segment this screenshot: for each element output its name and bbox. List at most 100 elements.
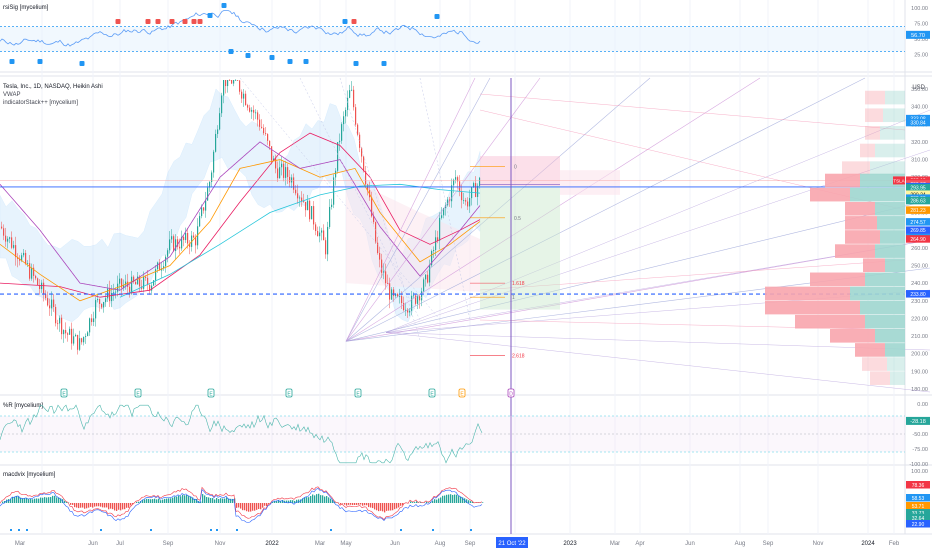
rsi-overbought-marker	[115, 19, 121, 24]
candle-body	[185, 232, 187, 241]
volume-profile-sell	[810, 187, 850, 202]
time-axis-label: Sep	[465, 541, 476, 547]
candle-body	[123, 285, 125, 288]
symbol-badge[interactable]	[893, 176, 905, 185]
macd-bar	[204, 495, 206, 503]
rsi-line	[0, 10, 481, 47]
candle-body	[303, 201, 305, 203]
rsi-signal-marker	[207, 13, 213, 18]
gann-fan-line	[345, 77, 491, 342]
macd-bar	[322, 495, 324, 503]
price-scale-label: 350.00	[911, 87, 928, 93]
price-badge	[906, 235, 930, 243]
candle-body	[431, 250, 433, 266]
volume-profile-sell	[830, 329, 875, 343]
position-stop-zone[interactable]	[480, 156, 560, 187]
earnings-marker[interactable]	[60, 388, 68, 398]
volume-profile-buy	[890, 371, 905, 385]
candle-body	[101, 303, 103, 308]
candle-body	[15, 245, 17, 258]
rsi-signal-marker	[9, 59, 15, 64]
candle-body	[233, 80, 235, 84]
candle-body	[381, 259, 383, 273]
macd-signal-dot	[18, 529, 20, 531]
fib-label: 2.618	[512, 353, 525, 359]
candle-body	[171, 236, 173, 240]
macd-bar	[482, 502, 484, 503]
macd-bar	[398, 503, 400, 508]
price-badge	[906, 226, 930, 234]
gann-fan-line	[345, 239, 931, 342]
macd-bar	[88, 503, 90, 508]
macd-bar	[226, 497, 228, 503]
candle-body	[261, 126, 263, 128]
macd-bar	[34, 498, 36, 503]
ma-50-line	[0, 159, 481, 302]
price-scale-label: 190.00	[911, 369, 928, 375]
price-badge-label: 274.57	[910, 220, 926, 226]
macd-bar	[78, 503, 80, 509]
candle-body	[33, 267, 35, 276]
candle-body	[9, 237, 11, 239]
trend-line	[299, 77, 421, 321]
price-badge-label: 269.85	[910, 228, 926, 234]
position-target-zone[interactable]	[480, 186, 560, 310]
candle-body	[257, 112, 259, 120]
earnings-marker[interactable]	[428, 388, 436, 398]
candle-body	[319, 232, 321, 237]
earnings-marker[interactable]	[207, 388, 215, 398]
earnings-marker[interactable]	[134, 388, 142, 398]
candle-body	[51, 299, 53, 309]
macd-bar	[94, 503, 96, 507]
candle-body	[465, 200, 467, 202]
gann-fan-line	[345, 77, 476, 342]
macd-bar	[74, 503, 76, 508]
earnings-marker[interactable]	[285, 388, 293, 398]
candle-body	[277, 168, 279, 179]
candle-body	[457, 177, 459, 182]
price-badge	[906, 196, 930, 205]
macd-bar	[436, 499, 438, 503]
volume-profile-sell	[765, 286, 850, 301]
macd-bar	[186, 495, 188, 503]
gann-fan-line	[345, 199, 931, 342]
candle-body	[147, 277, 149, 285]
macd-bar	[30, 498, 32, 503]
candle-body	[423, 279, 425, 292]
earnings-marker[interactable]	[354, 388, 362, 398]
candle-body	[207, 187, 209, 201]
price-scale-label: 210.00	[911, 334, 928, 340]
candle-body	[121, 278, 123, 288]
ma-200-line	[0, 132, 481, 298]
macd-bar	[182, 494, 184, 503]
gann-fan-line	[345, 77, 866, 342]
macd-bar	[340, 503, 342, 505]
candle-body	[391, 289, 393, 300]
fib-label: 0	[514, 165, 517, 171]
candle-body	[265, 133, 267, 135]
dividend-marker[interactable]	[458, 388, 466, 398]
volume-profile-buy	[885, 258, 905, 273]
earnings-marker[interactable]	[507, 388, 515, 398]
macd-bar	[360, 503, 362, 505]
macd-bar	[362, 503, 364, 506]
candle-body	[357, 124, 359, 135]
rsi-signal-marker	[269, 55, 275, 60]
crosshair-time-badge[interactable]	[496, 537, 528, 548]
volume-profile[interactable]	[765, 90, 905, 385]
candle-body	[211, 172, 213, 183]
time-axis-label: Nov	[813, 541, 824, 547]
macd-bar	[248, 503, 250, 512]
rsi-signal-marker	[79, 61, 85, 66]
candle-body	[87, 332, 89, 337]
event-marker-label: E	[460, 392, 464, 398]
macd-bar	[100, 503, 102, 507]
macd-bar	[458, 496, 460, 503]
rsi-signal-marker	[37, 59, 43, 64]
macd-bar	[102, 503, 104, 508]
time-axis-label: Aug	[735, 541, 746, 547]
macd-bar	[242, 503, 244, 511]
candle-body	[109, 288, 111, 302]
